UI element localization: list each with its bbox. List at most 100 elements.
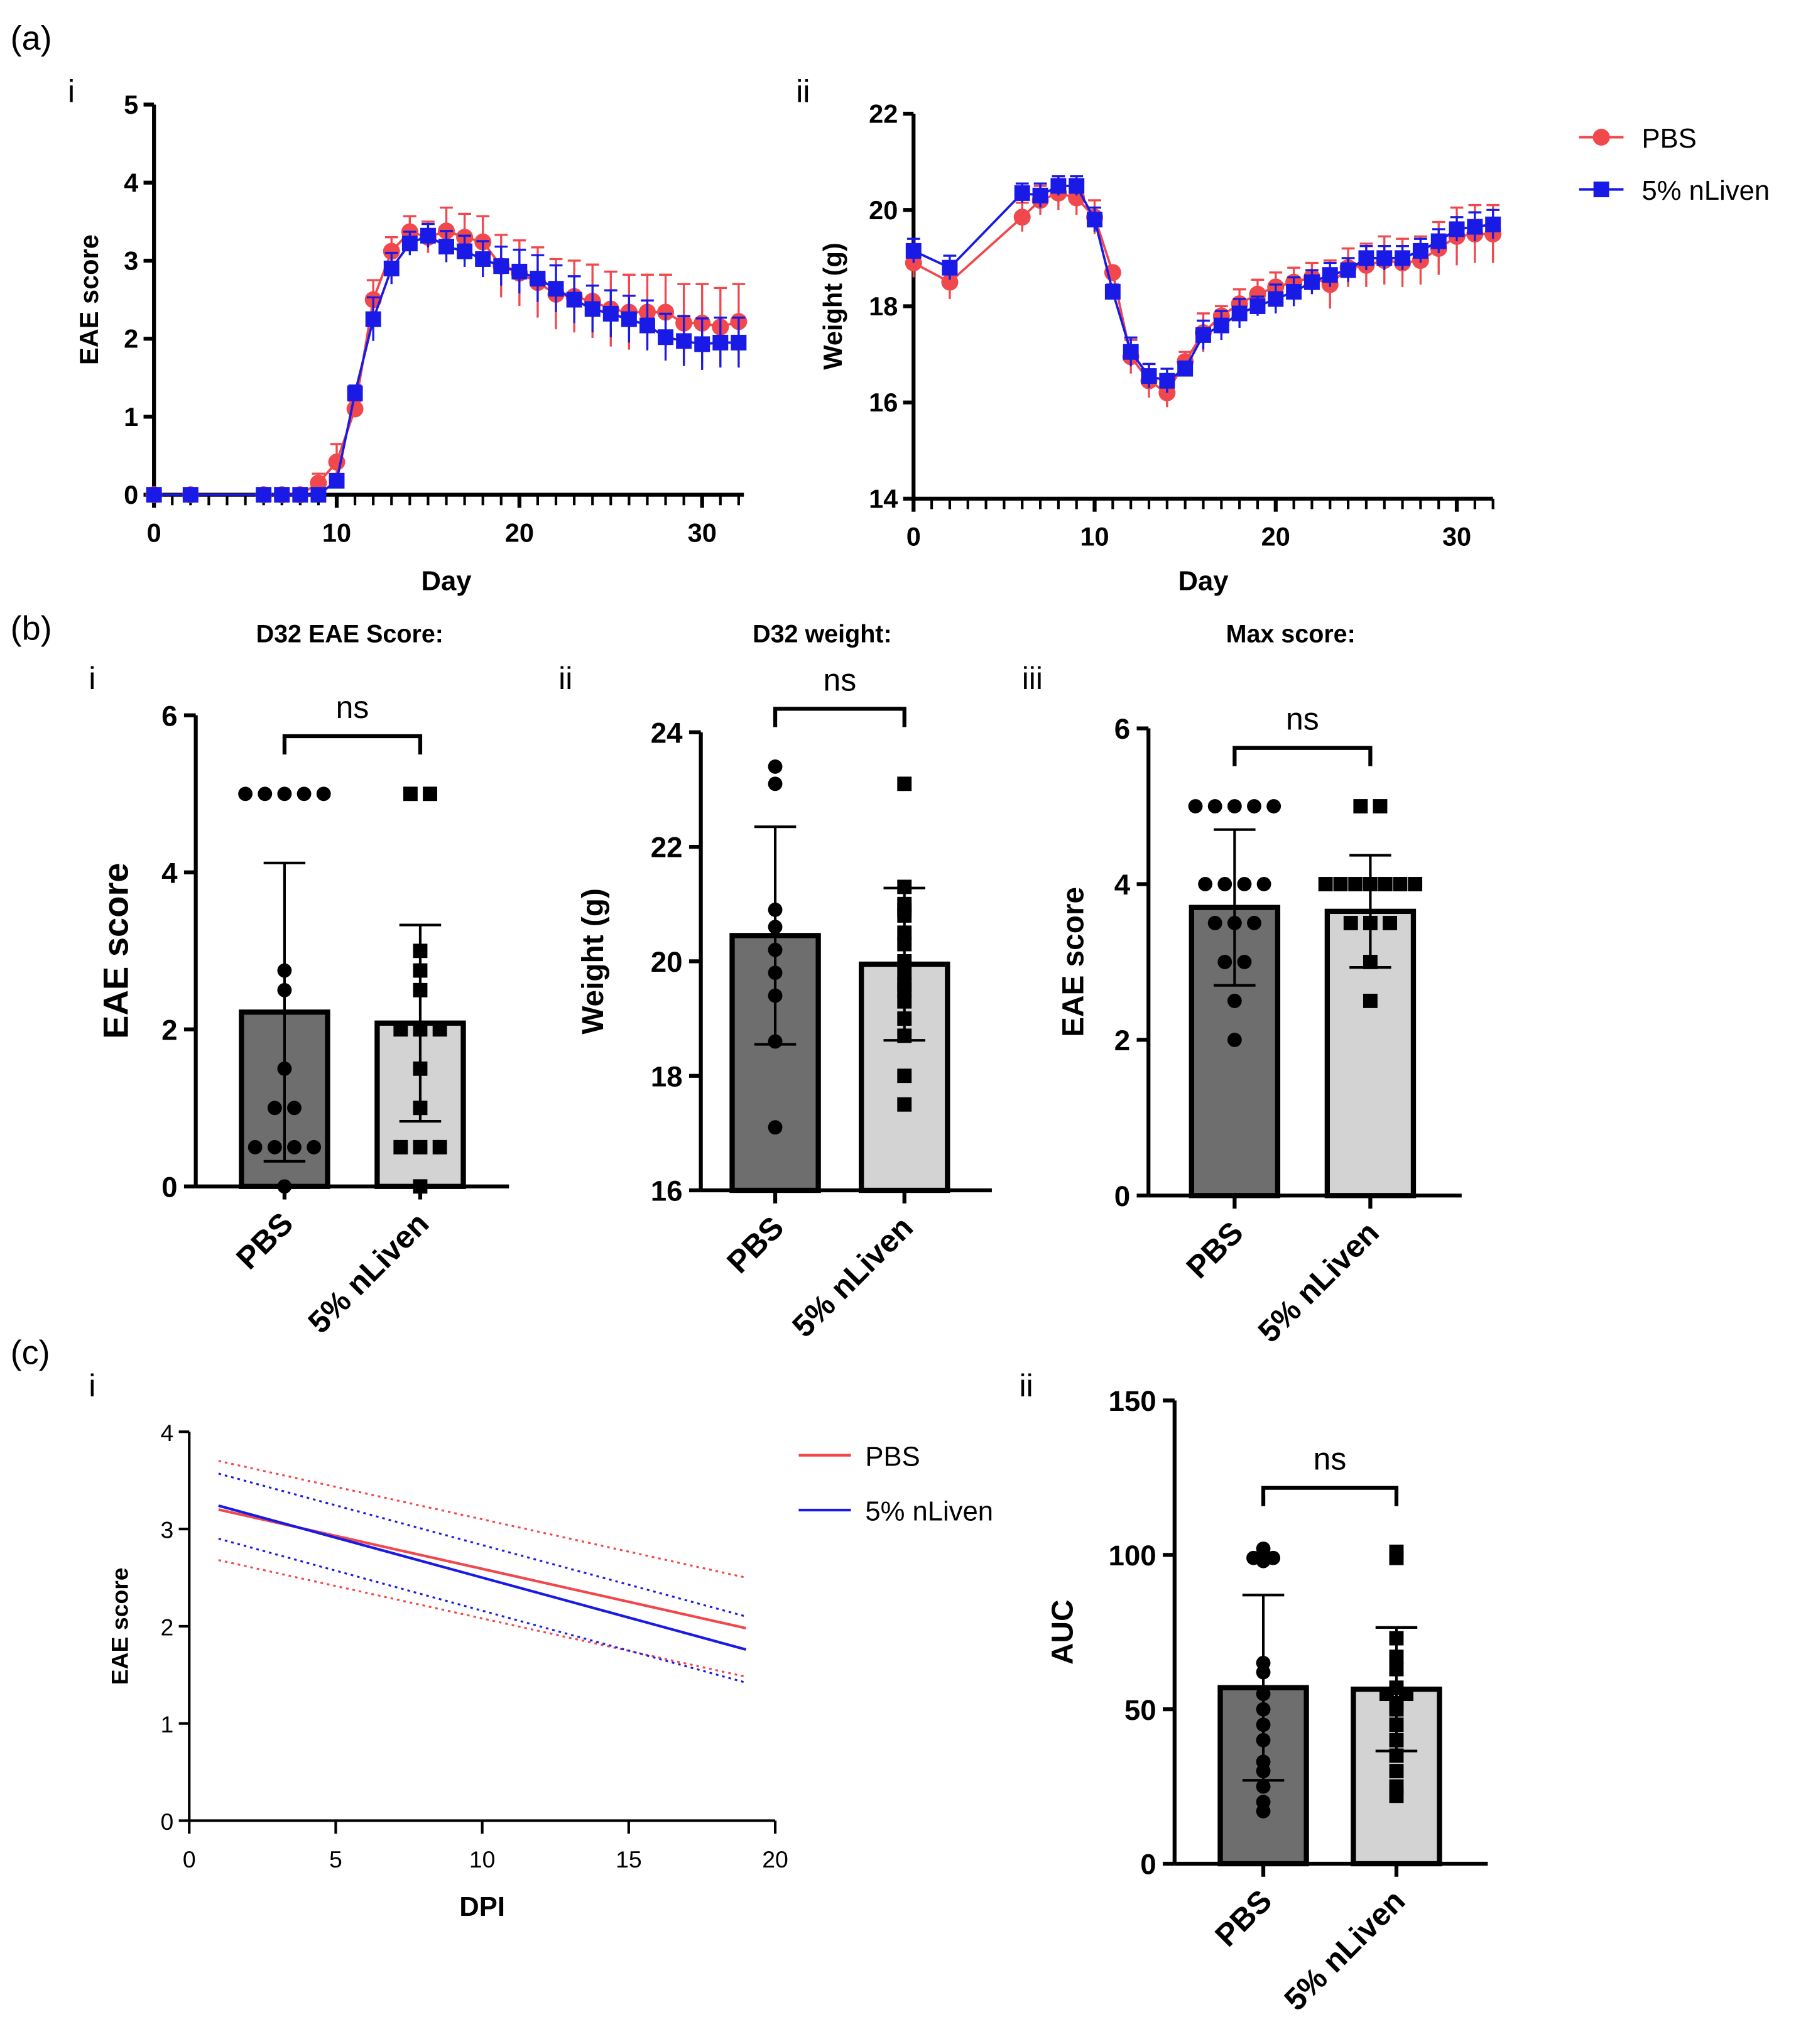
chart-title: D32 weight: [753,620,892,648]
data-point [1123,344,1139,360]
panel-label-b-i: i [89,661,95,696]
data-point [182,487,199,503]
data-point [1256,1541,1271,1556]
data-point [1485,216,1501,232]
data-point [393,1022,408,1037]
x-tick-label: PBS [1180,1215,1250,1285]
x-tick-label: PBS [1208,1883,1278,1954]
data-point [146,487,162,503]
legend-label: PBS [865,1442,920,1472]
data-point [511,263,528,280]
y-tick-label: 22 [869,99,898,129]
legend-label: 5% nLiven [865,1497,993,1527]
y-tick-label: 3 [161,1517,174,1543]
data-point [1013,209,1031,226]
chart-a-ii: 14 16 18 20 22 0 10 20 30 Day Weight (g) PBS 5% nLiv… [818,99,1770,597]
confidence-band-ci-upper [218,1460,746,1579]
x-tick-label: 20 [1261,522,1290,552]
x-axis-label: Day [422,566,472,596]
data-point [1237,955,1252,969]
data-point [658,329,674,345]
data-point [639,317,655,334]
panel-label-c-ii: ii [1020,1368,1033,1403]
data-point [1247,916,1261,930]
data-point [258,786,273,802]
x-axis-label: Day [1178,566,1229,596]
data-point [420,227,436,244]
y-axis-label: AUC [1047,1599,1080,1664]
data-point [1217,955,1232,969]
data-point [287,1139,302,1155]
data-point [1373,799,1388,813]
data-point [1343,916,1358,930]
x-tick-label: 10 [469,1846,496,1873]
data-point [1014,185,1030,201]
data-point [1378,877,1393,891]
panel-label-c: (c) [11,1334,50,1371]
chart-title: D32 EAE Score: [256,620,443,648]
y-tick-label: 5 [124,90,138,119]
confidence-band-ci-upper [218,1472,746,1617]
data-point [676,333,692,349]
data-point [1247,799,1261,813]
legend-marker [1592,128,1610,146]
data-point [438,239,454,255]
data-point [1322,267,1338,283]
significance-label: ns [336,690,369,725]
x-tick-label: 5% nLiven [301,1205,435,1340]
data-point [413,1179,428,1194]
y-tick-label: 100 [1108,1540,1156,1572]
y-tick-label: 16 [651,1175,683,1207]
panel-label-b-ii: ii [558,661,572,696]
data-point [905,242,922,259]
y-tick-label: 0 [161,1171,177,1203]
y-axis-label: EAE score [74,234,104,365]
x-tick-label: 0 [147,518,161,547]
data-point [329,472,345,489]
data-point [1227,993,1242,1008]
data-point [897,1068,912,1084]
legend-label: PBS [1642,124,1697,154]
data-point [897,776,912,791]
data-point [1237,877,1252,891]
data-point [292,487,308,503]
data-point [457,243,473,259]
data-point [1449,221,1465,237]
data-point [310,487,327,503]
data-point [274,487,290,503]
panel-label-a-ii: ii [796,73,810,109]
y-axis-label: EAE score [1057,887,1090,1037]
data-point [731,334,747,351]
data-point [1389,1764,1404,1778]
y-tick-label: 18 [869,291,898,321]
series-line [913,192,1493,395]
data-point [316,786,331,802]
data-point [602,305,619,322]
panel-label-a: (a) [11,19,52,57]
data-point [423,786,437,802]
y-tick-label: 14 [869,484,898,513]
data-point [1303,274,1320,290]
data-point [1198,877,1213,891]
data-point [1268,291,1284,307]
y-tick-label: 4 [161,1420,174,1446]
data-point [1141,368,1157,384]
x-tick-label: 20 [762,1846,788,1873]
y-axis-label: Weight (g) [577,888,610,1035]
y-tick-label: 1 [161,1711,174,1737]
data-point [1318,877,1333,891]
data-point [1188,799,1203,813]
x-tick-label: 10 [1080,522,1109,552]
data-point [403,786,418,802]
data-point [1358,250,1374,266]
data-point [548,281,564,297]
data-point [1213,317,1229,334]
data-point [383,242,400,260]
data-point [1195,327,1211,343]
data-point [1249,298,1266,314]
x-tick-label: 5 [329,1846,342,1873]
data-point [267,1101,282,1116]
y-tick-label: 2 [124,324,138,354]
